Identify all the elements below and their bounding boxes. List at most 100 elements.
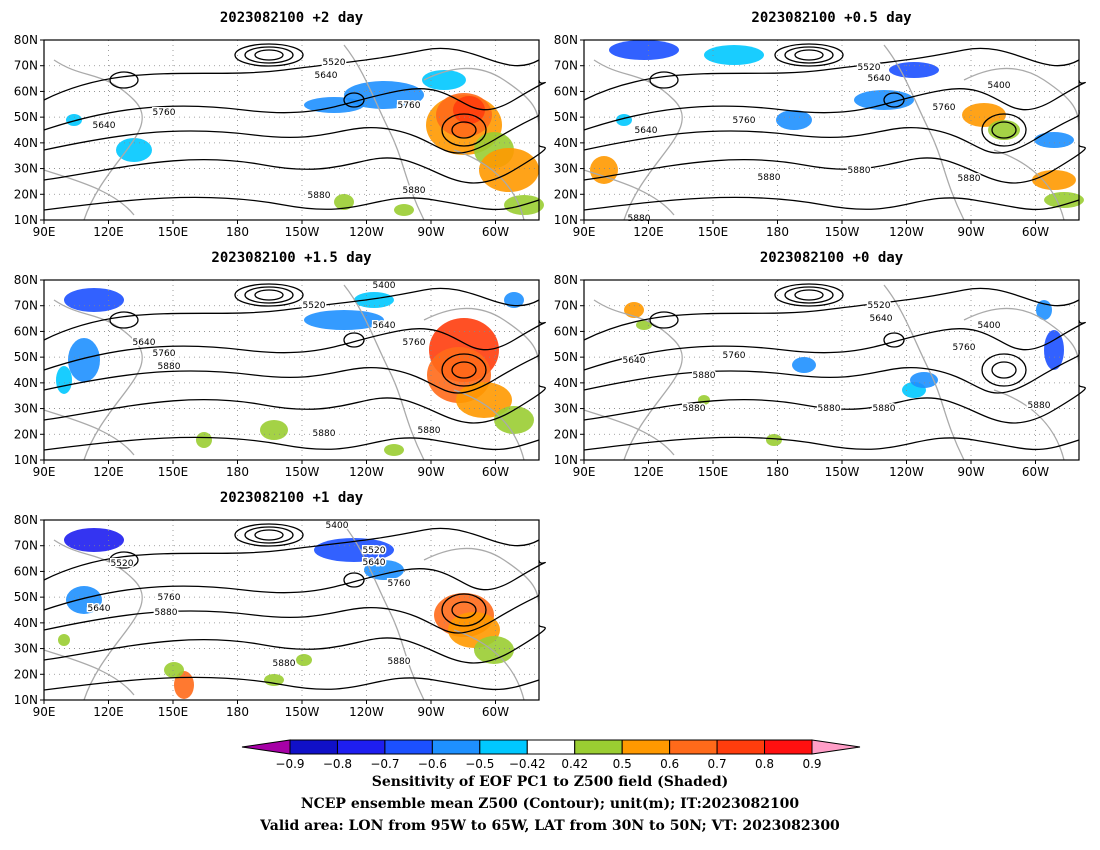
lon-tick-label: 60W — [1022, 225, 1049, 239]
lat-tick-label: 60N — [14, 324, 38, 338]
panel-title: 2023082100 +2 day — [220, 10, 364, 26]
contour-label: 5880 — [418, 426, 441, 436]
coastline — [423, 67, 540, 131]
contour-label: 5880 — [848, 166, 871, 176]
coastline — [43, 649, 135, 696]
contour-label: 5760 — [388, 579, 411, 589]
lon-tick-label: 90W — [957, 465, 984, 479]
contour-label: 5400 — [978, 321, 1001, 331]
lon-tick-label: 90W — [957, 225, 984, 239]
panel-title: 2023082100 +1.5 day — [211, 250, 372, 266]
z500-closed-contour — [109, 551, 139, 569]
lon-tick-label: 150W — [285, 465, 320, 479]
z500-closed-contour — [343, 92, 365, 108]
lon-tick-label: 120W — [349, 225, 384, 239]
z500-closed-contour — [784, 286, 834, 304]
lat-tick-label: 50N — [554, 350, 578, 364]
z500-contour — [583, 109, 1080, 154]
sensitivity-shading — [116, 138, 152, 162]
z500-closed-contour — [451, 601, 477, 619]
contour-label: 5880 — [693, 371, 716, 381]
z500-closed-contour — [883, 92, 905, 108]
lat-tick-label: 70N — [14, 59, 38, 73]
colorbar-swatch — [479, 739, 528, 755]
contour-label: 5640 — [133, 338, 156, 348]
sensitivity-shading — [66, 586, 102, 614]
colorbar-tick-label: −0.9 — [275, 757, 304, 771]
z500-contour — [583, 287, 1080, 341]
z500-closed-contour — [441, 353, 487, 387]
contour-label: 5520 — [111, 559, 134, 569]
contour-label: 5640 — [623, 356, 646, 366]
sensitivity-shading — [68, 338, 100, 382]
lat-tick-label: 70N — [554, 299, 578, 313]
z500-closed-contour — [649, 311, 679, 329]
lon-tick-label: 120E — [633, 225, 664, 239]
lat-tick-label: 80N — [14, 33, 38, 47]
coastline — [593, 299, 683, 461]
coastline — [583, 169, 675, 216]
lat-tick-label: 30N — [554, 162, 578, 176]
z500-contour — [583, 436, 1080, 451]
lat-tick-label: 80N — [554, 273, 578, 287]
coastline — [343, 524, 425, 701]
z500-contour — [583, 319, 1086, 371]
coastline — [453, 389, 525, 461]
colorbar-swatch — [431, 739, 481, 755]
sensitivity-shading — [792, 357, 816, 373]
lon-tick-label: 90E — [573, 465, 596, 479]
colorbar-tick-label: 0.9 — [802, 757, 821, 771]
colorbar-swatch — [574, 739, 623, 755]
coastline — [993, 389, 1065, 461]
sensitivity-shading — [296, 654, 312, 666]
sensitivity-shading — [422, 70, 466, 90]
z500-closed-contour — [343, 572, 365, 588]
lat-tick-label: 10N — [14, 453, 38, 467]
z500-closed-contour — [991, 121, 1017, 139]
contour-label: 5880 — [273, 659, 296, 669]
lon-tick-label: 180 — [226, 465, 249, 479]
sensitivity-shading — [260, 420, 288, 440]
lat-tick-label: 60N — [14, 564, 38, 578]
z500-closed-contour — [254, 289, 284, 301]
z500-closed-contour — [441, 113, 487, 147]
contour-label: 5880 — [873, 404, 896, 414]
sensitivity-shading — [766, 434, 782, 446]
contour-label: 5640 — [315, 71, 338, 81]
colorbar-tick-label: 0.5 — [613, 757, 632, 771]
lon-tick-label: 120W — [349, 705, 384, 719]
z500-contour — [43, 624, 546, 664]
colorbar-tick-label: 0.8 — [755, 757, 774, 771]
coastline — [453, 149, 525, 221]
z500-closed-contour — [451, 361, 477, 379]
lat-tick-label: 30N — [14, 162, 38, 176]
coastline — [423, 307, 540, 371]
colorbar-swatch — [289, 739, 338, 755]
z500-closed-contour — [254, 529, 284, 541]
colorbar-swatch — [526, 739, 576, 755]
lat-tick-label: 50N — [554, 110, 578, 124]
z500-closed-contour — [244, 526, 294, 544]
z500-closed-contour — [981, 113, 1027, 147]
contour-label: 5880 — [155, 608, 178, 618]
coastline — [53, 59, 143, 221]
colorbar-tick-label: −0.42 — [509, 757, 546, 771]
sensitivity-shading — [56, 366, 72, 394]
lat-tick-label: 80N — [14, 273, 38, 287]
sensitivity-shading — [624, 302, 644, 318]
lat-tick-label: 20N — [554, 187, 578, 201]
panel-title: 2023082100 +0 day — [760, 250, 904, 266]
contour-label: 5760 — [953, 343, 976, 353]
z500-closed-contour — [774, 283, 844, 307]
lat-tick-label: 50N — [14, 590, 38, 604]
lon-tick-label: 90E — [33, 465, 56, 479]
coastline — [453, 629, 525, 701]
z500-contour — [43, 384, 546, 424]
contour-label: 5640 — [870, 314, 893, 324]
sensitivity-shading — [164, 662, 184, 678]
z500-contour — [583, 79, 1086, 131]
lon-tick-label: 120E — [93, 705, 124, 719]
colorbar-tick-label: −0.7 — [370, 757, 399, 771]
sensitivity-shading — [988, 120, 1020, 140]
